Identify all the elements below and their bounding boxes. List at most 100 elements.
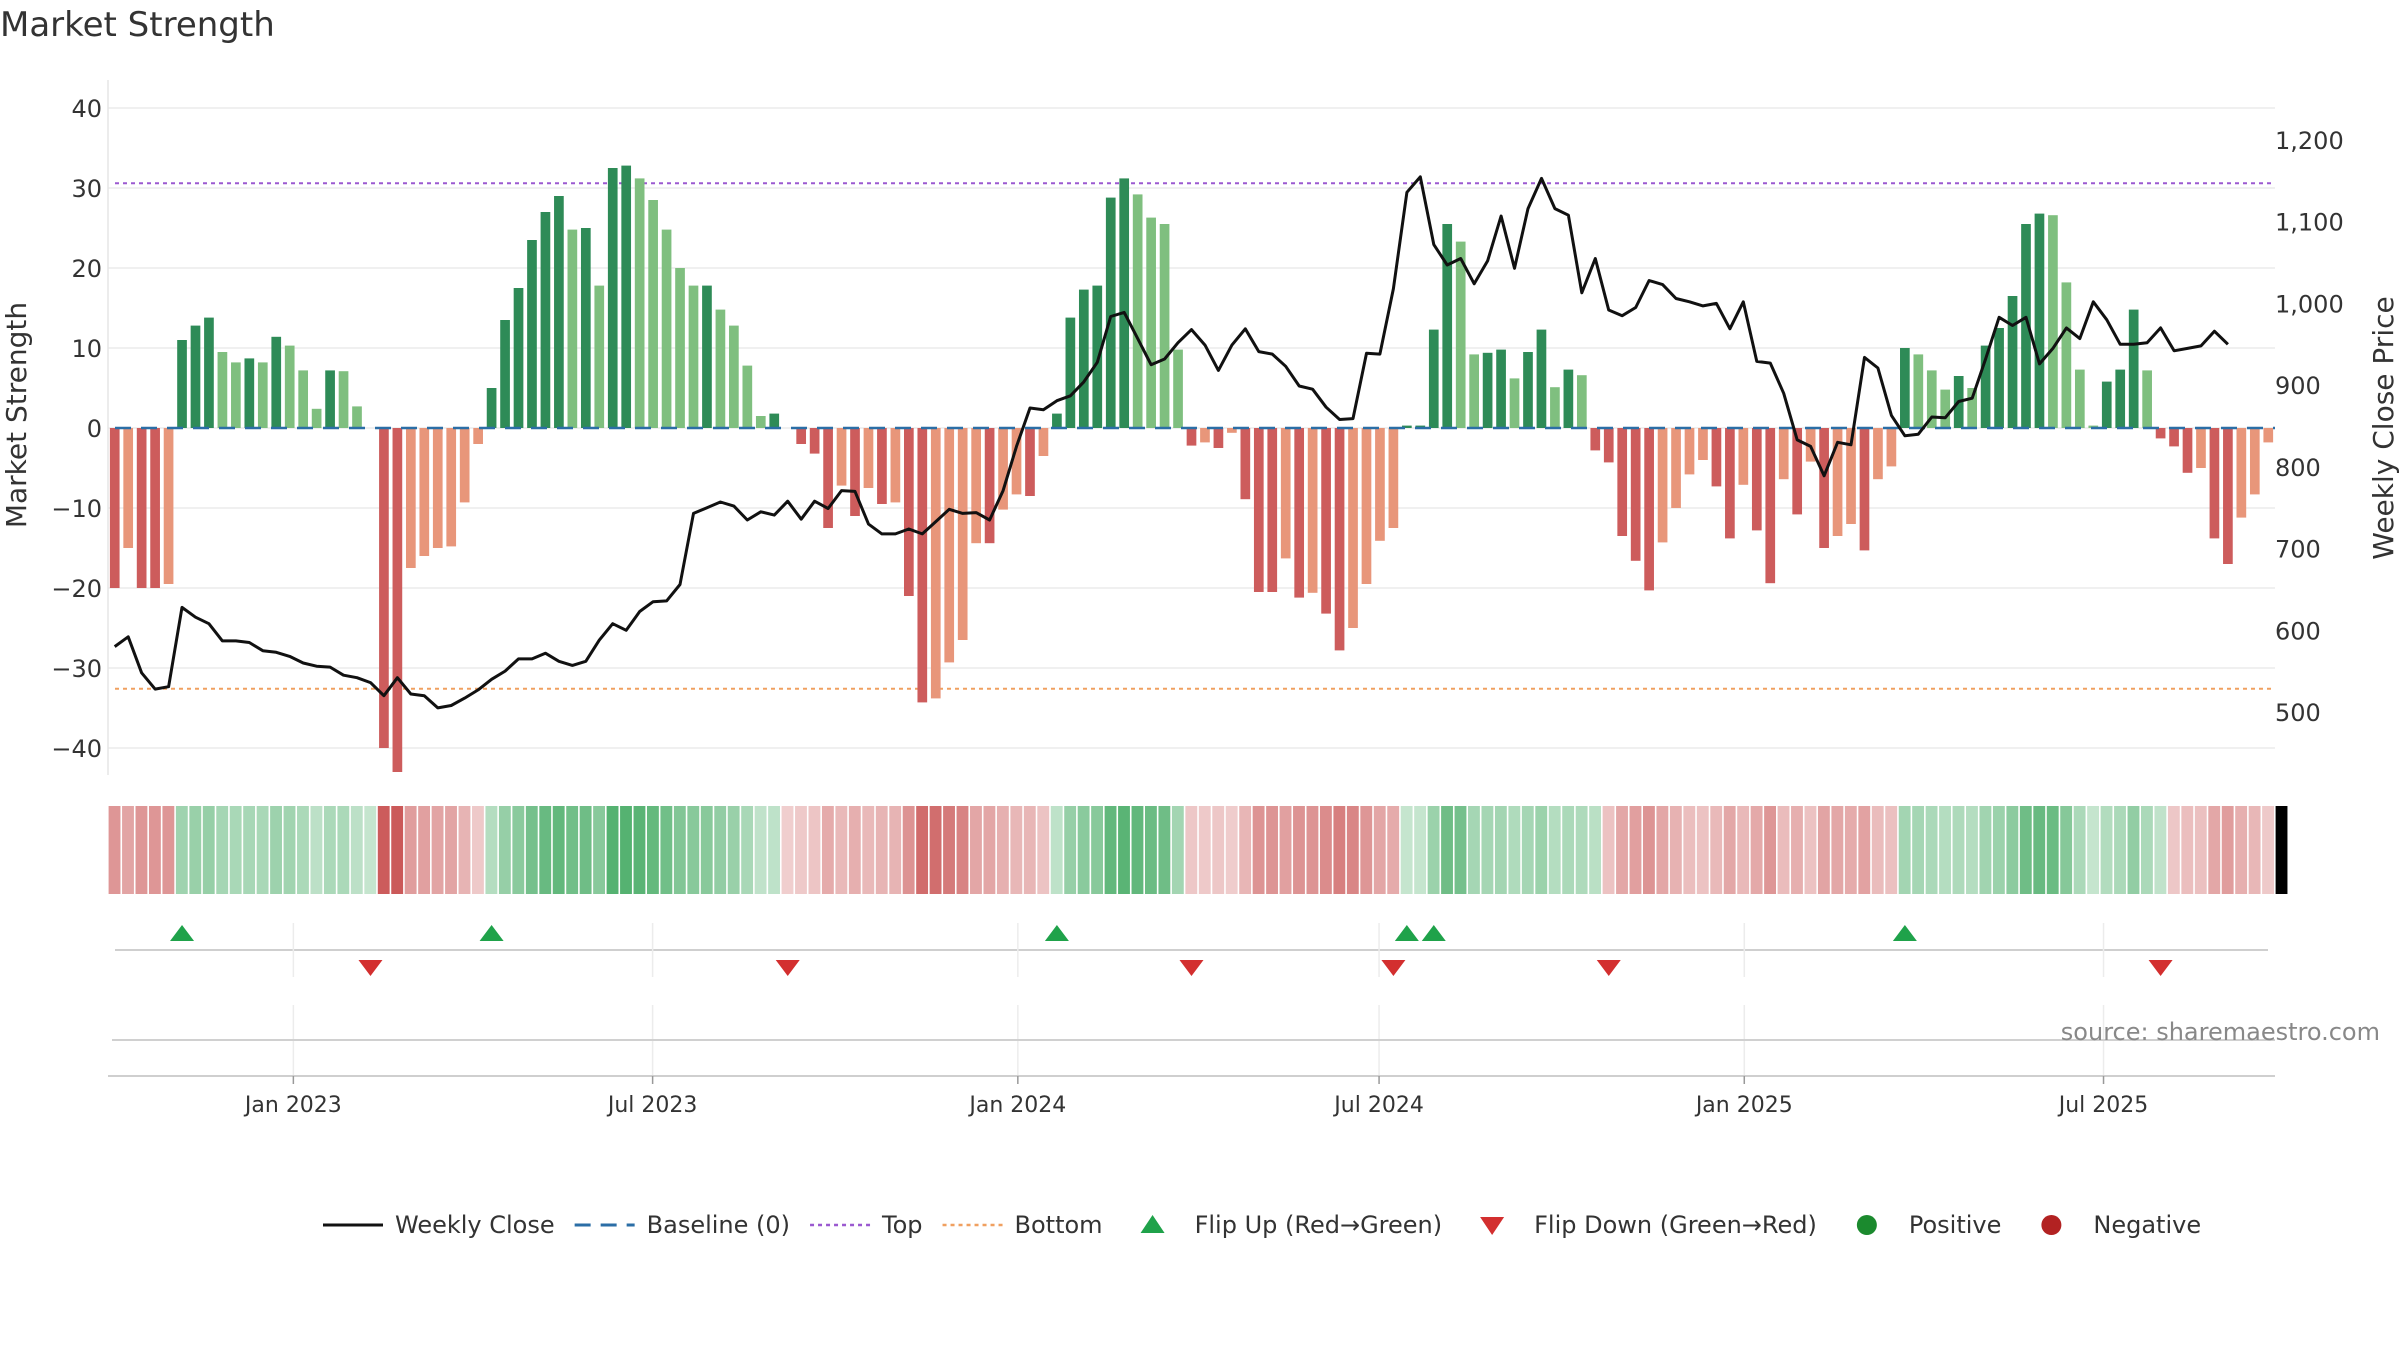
strength-bar	[2155, 428, 2166, 439]
legend-label: Negative	[2093, 1211, 2201, 1239]
band-cell	[1629, 806, 1642, 894]
band-cell	[1373, 806, 1386, 894]
band-cell	[1414, 806, 1427, 894]
strength-bar	[217, 352, 228, 428]
band-cell	[377, 806, 390, 894]
band-cell	[350, 806, 363, 894]
strength-bar	[809, 428, 820, 454]
source-credit: source: sharemaestro.com	[2061, 1018, 2380, 1046]
strength-bar	[836, 428, 847, 486]
band-cell	[1050, 806, 1063, 894]
flip-down-marker	[358, 960, 383, 976]
strength-bar	[1792, 428, 1803, 515]
band-cell	[297, 806, 309, 894]
legend-label: Flip Down (Green→Red)	[1534, 1211, 1817, 1239]
band-cell	[2181, 806, 2194, 894]
flip-up-marker	[479, 925, 504, 941]
band-cell	[552, 806, 565, 894]
strength-bar	[2101, 381, 2112, 428]
band-cell	[1185, 806, 1198, 894]
strength-bar	[1630, 428, 1641, 561]
band-cell	[1427, 806, 1440, 894]
band-cell	[1979, 806, 1992, 894]
band-cell	[2033, 806, 2046, 894]
flip-down-marker	[1381, 960, 1406, 976]
band-cell	[700, 806, 713, 894]
strength-bar	[1038, 428, 1049, 456]
band-cell	[1077, 806, 1090, 894]
strength-bar	[1926, 370, 1937, 428]
band-cell	[1508, 806, 1521, 894]
band-cell	[1858, 806, 1871, 894]
y-tick-label-right: 800	[2275, 454, 2321, 482]
band-cell	[2235, 806, 2248, 894]
strength-bar	[446, 428, 457, 547]
legend-label: Bottom	[1015, 1211, 1103, 1239]
band-cell	[525, 806, 538, 894]
strength-bar	[594, 285, 605, 428]
y-tick-label-right: 1,000	[2275, 290, 2344, 318]
band-cell	[633, 806, 646, 894]
strength-bar	[1025, 428, 1035, 496]
band-cell	[754, 806, 767, 894]
strength-bar	[2128, 309, 2139, 428]
band-cell	[956, 806, 969, 894]
right-axis: 1,200 1,100 1,000 900 800 700 600 500	[2275, 127, 2344, 727]
band-cell	[458, 806, 471, 894]
band-cell	[1898, 806, 1911, 894]
strength-bar	[1496, 349, 1506, 428]
band-cell	[2154, 806, 2167, 894]
band-cell	[243, 806, 256, 894]
band-cell	[1441, 806, 1453, 894]
band-cell	[1804, 806, 1817, 894]
y-tick-label-left: 0	[87, 415, 102, 443]
strength-bar	[1186, 428, 1197, 446]
band-cell	[431, 806, 444, 894]
strength-bar	[1563, 369, 1574, 428]
band-cell	[1333, 806, 1346, 894]
strength-bar	[2236, 428, 2247, 518]
strength-bar	[1846, 428, 1856, 524]
strength-bar	[661, 229, 672, 428]
band-cell	[1521, 806, 1534, 894]
legend-item-bottom: Bottom	[942, 1211, 1103, 1239]
band-cell	[1535, 806, 1548, 894]
band-cell	[1696, 806, 1709, 894]
strength-bar	[1348, 428, 1358, 628]
band-cell	[1737, 806, 1750, 894]
band-cell	[472, 806, 484, 894]
strength-bar	[1065, 317, 1076, 428]
band-cell	[1144, 806, 1157, 894]
weekly-close-line-group	[113, 175, 2229, 710]
band-cell	[862, 806, 875, 894]
strength-bar	[1671, 428, 1681, 508]
strength-bar	[1738, 428, 1749, 485]
strength-bar	[1859, 428, 1870, 551]
strength-bar	[1523, 352, 1533, 428]
strength-bar	[634, 178, 645, 428]
band-cell	[1454, 806, 1467, 894]
strength-bar	[2115, 369, 2126, 428]
strength-bar	[702, 285, 712, 428]
y-tick-label-left: 20	[71, 255, 102, 283]
strength-bar	[271, 336, 282, 428]
y-tick-label-right: 600	[2275, 617, 2321, 645]
strength-bar	[1092, 285, 1103, 428]
legend-item-flip_up: Flip Up (Red→Green)	[1140, 1211, 1442, 1239]
strength-bar	[1361, 428, 1372, 584]
band-cell	[1158, 806, 1171, 894]
band-cell	[795, 806, 807, 894]
strength-bar	[1576, 375, 1587, 428]
circle-icon	[2041, 1215, 2062, 1235]
strength-bar	[2061, 282, 2072, 428]
strength-bar	[1725, 428, 1735, 539]
band-cell	[148, 806, 161, 894]
strength-bar	[486, 388, 497, 428]
y-tick-label-right: 1,100	[2275, 209, 2344, 237]
strength-bar	[1765, 428, 1776, 584]
strength-bar	[1819, 428, 1829, 548]
x-tick-label: Jan 2023	[243, 1093, 342, 1118]
strength-bar	[971, 428, 981, 544]
strength-bar	[1913, 354, 1924, 428]
band-cell	[2127, 806, 2140, 894]
